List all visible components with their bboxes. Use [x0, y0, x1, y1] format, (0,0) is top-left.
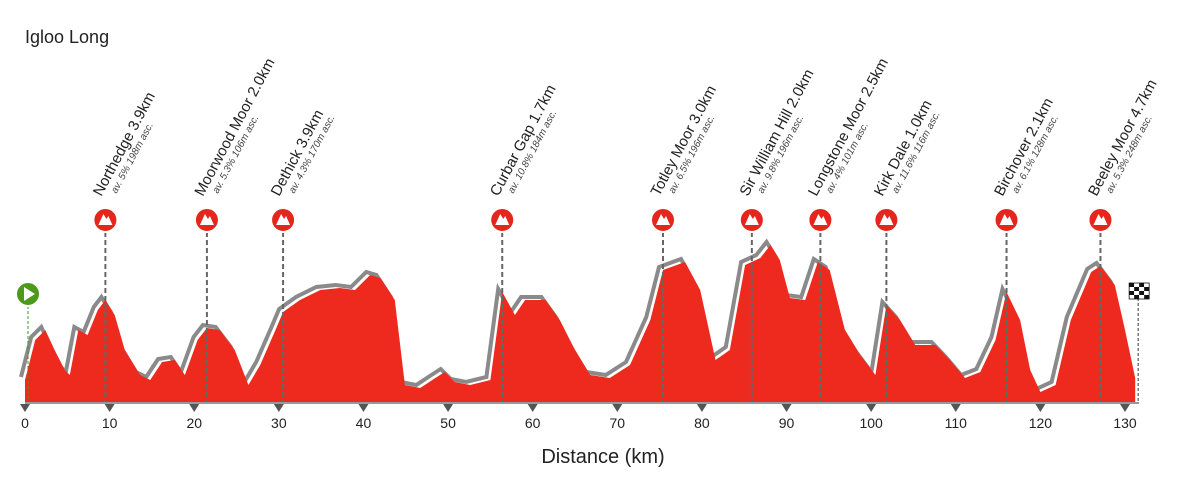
x-tick-label: 80 [694, 415, 710, 431]
flag-cell [1134, 283, 1140, 287]
x-tick-label: 70 [610, 415, 626, 431]
chart-title: Igloo Long [25, 27, 109, 47]
x-tick-label: 100 [859, 415, 883, 431]
x-tick-mark [273, 404, 284, 412]
flag-cell [1129, 283, 1135, 287]
x-tick-label: 10 [102, 415, 118, 431]
x-tick-mark [696, 404, 707, 412]
flag-cell [1144, 291, 1150, 295]
flag-cell [1144, 283, 1150, 287]
x-tick-mark [1120, 404, 1130, 412]
x-tick-label: 50 [440, 415, 456, 431]
finish-flag [1128, 282, 1150, 300]
x-tick-mark [189, 404, 200, 412]
flag-cell [1139, 287, 1145, 291]
x-tick-label: 90 [779, 415, 795, 431]
flag-cell [1129, 291, 1135, 295]
x-tick-label: 30 [271, 415, 287, 431]
mountain-glyph [999, 214, 1014, 225]
flag-border [1128, 282, 1150, 300]
climb-name: Beeley Moor 4.7km [1085, 77, 1161, 199]
mountain-glyph [495, 214, 510, 225]
flag-cell [1139, 283, 1145, 287]
mountain-glyph [813, 214, 828, 225]
start-arrow [24, 287, 35, 301]
mountain-glyph [199, 214, 214, 225]
x-tick-mark [104, 404, 115, 412]
flag-cell [1139, 295, 1145, 299]
x-tick-mark [358, 404, 369, 412]
x-tick-label: 130 [1113, 415, 1137, 431]
profile-area [25, 245, 1136, 402]
x-tick-label: 60 [525, 415, 541, 431]
x-tick-mark [443, 404, 454, 412]
x-tick-mark [20, 404, 30, 412]
mountain-glyph [276, 214, 291, 225]
x-tick-label: 40 [356, 415, 372, 431]
flag-cell [1134, 291, 1140, 295]
flag-cell [1144, 295, 1150, 299]
x-tick-mark [781, 404, 792, 412]
mountain-glyph [98, 214, 113, 225]
x-tick-mark [612, 404, 623, 412]
flag-cell [1134, 287, 1140, 291]
mountain-glyph [656, 214, 670, 225]
x-tick-mark [1035, 404, 1046, 412]
flag-cell [1139, 291, 1145, 295]
flag-cell [1129, 295, 1135, 299]
mountain-glyph [744, 214, 759, 225]
mountain-glyph [1093, 214, 1108, 225]
mountain-glyph [879, 214, 894, 225]
x-tick-mark [527, 404, 538, 412]
x-tick-mark [950, 404, 961, 412]
flag-cell [1144, 287, 1150, 291]
x-tick-label: 110 [945, 415, 968, 431]
x-tick-label: 120 [1029, 415, 1053, 431]
flag-cell [1129, 287, 1135, 291]
x-tick-label: 20 [186, 415, 202, 431]
flag-cell [1134, 295, 1140, 299]
x-tick-mark [866, 404, 877, 412]
climb-name: Sir William Hill 2.0km [736, 67, 817, 199]
x-axis-title: Distance (km) [541, 446, 664, 468]
climb-name: Moorwood Moor 2.0km [191, 55, 278, 198]
x-tick-label: 0 [21, 415, 29, 431]
